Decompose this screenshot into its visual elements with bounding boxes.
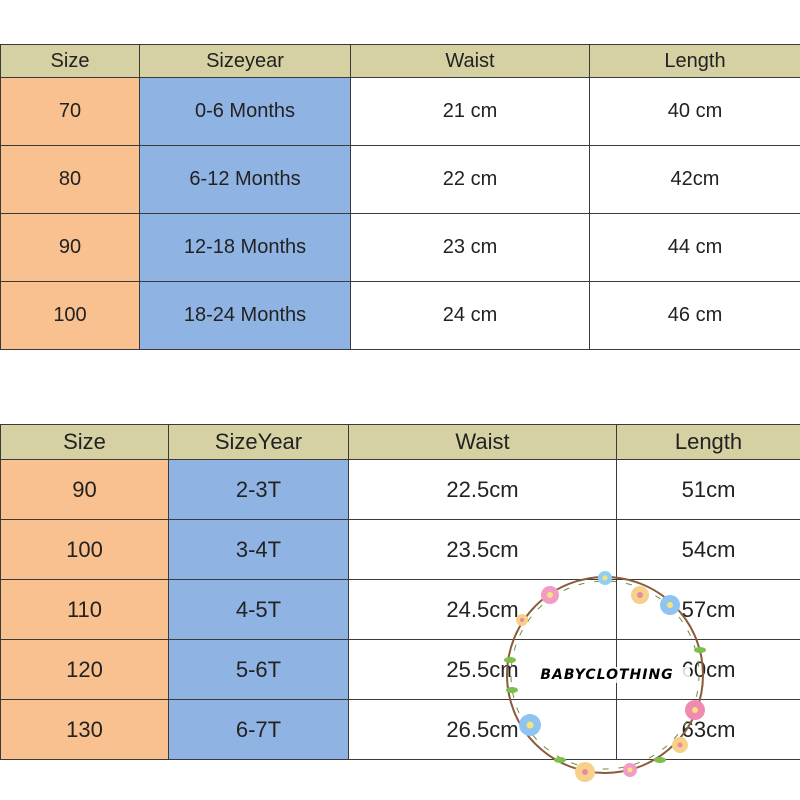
flower-icon [598,571,612,585]
cell-length: 51cm [616,459,800,520]
table-row: 100 3-4T 23.5cm 54cm [0,519,800,580]
cell-size: 70 [0,77,140,146]
cell-length: 44 cm [589,213,800,282]
cell-size: 100 [0,281,140,350]
header-sizeyear: Sizeyear [139,44,351,78]
cell-size: 90 [0,459,169,520]
cell-size: 130 [0,699,169,760]
cell-length: 63cm [616,699,800,760]
flower-icon [541,586,559,604]
cell-size: 120 [0,639,169,700]
flower-icon [519,714,541,736]
table-row: 80 6-12 Months 22 cm 42cm [0,145,800,214]
table-row: 120 5-6T 25.5cm 60cm [0,639,800,700]
leaf-icon [504,647,706,763]
cell-sizeyear: 6-7T [168,699,349,760]
cell-size: 80 [0,145,140,214]
cell-size: 100 [0,519,169,580]
flower-icon [672,737,688,753]
flower-icon [660,595,680,615]
header-sizeyear: SizeYear [168,424,349,460]
table-header-row: Size Sizeyear Waist Length [0,44,800,78]
table-row: 70 0-6 Months 21 cm 40 cm [0,77,800,146]
cell-sizeyear: 4-5T [168,579,349,640]
cell-waist: 24 cm [350,281,590,350]
flower-icon [623,763,637,777]
cell-sizeyear: 6-12 Months [139,145,351,214]
header-length: Length [616,424,800,460]
flower-icon [685,700,705,720]
cell-sizeyear: 2-3T [168,459,349,520]
table-row: 100 18-24 Months 24 cm 46 cm [0,281,800,350]
header-size: Size [0,44,140,78]
cell-waist: 23 cm [350,213,590,282]
cell-sizeyear: 5-6T [168,639,349,700]
cell-sizeyear: 18-24 Months [139,281,351,350]
size-chart-table-months: Size Sizeyear Waist Length 70 0-6 Months… [0,44,800,350]
table-row: 130 6-7T 26.5cm 63cm [0,699,800,760]
header-waist: Waist [350,44,590,78]
header-length: Length [589,44,800,78]
flower-wreath-logo [504,571,706,782]
flower-icon [575,762,595,782]
cell-waist: 21 cm [350,77,590,146]
cell-waist: 22.5cm [348,459,617,520]
flower-icon [516,614,528,626]
cell-sizeyear: 0-6 Months [139,77,351,146]
cell-waist: 23.5cm [348,519,617,580]
size-chart-table-toddler: Size SizeYear Waist Length 90 2-3T 22.5c… [0,424,800,760]
cell-length: 46 cm [589,281,800,350]
cell-length: 57cm [616,579,800,640]
table-row: 90 12-18 Months 23 cm 44 cm [0,213,800,282]
flower-icon [631,586,649,604]
table-header-row: Size SizeYear Waist Length [0,424,800,460]
cell-length: 42cm [589,145,800,214]
cell-length: 40 cm [589,77,800,146]
cell-sizeyear: 12-18 Months [139,213,351,282]
cell-size: 110 [0,579,169,640]
header-size: Size [0,424,169,460]
cell-sizeyear: 3-4T [168,519,349,580]
cell-waist: 26.5cm [348,699,617,760]
cell-waist: 22 cm [350,145,590,214]
cell-length: 54cm [616,519,800,580]
header-waist: Waist [348,424,617,460]
cell-size: 90 [0,213,140,282]
table-row: 90 2-3T 22.5cm 51cm [0,459,800,520]
watermark-text: BABYCLOTHING [524,667,690,683]
